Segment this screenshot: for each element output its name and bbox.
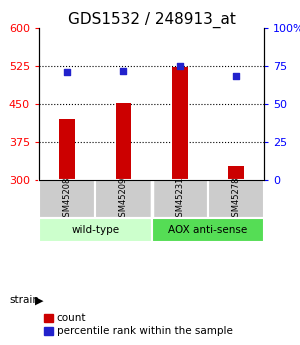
Bar — [59, 119, 75, 180]
Text: GSM45209: GSM45209 — [119, 176, 128, 222]
Text: GSM45208: GSM45208 — [63, 176, 72, 222]
Bar — [116, 104, 131, 180]
Bar — [228, 166, 244, 180]
Point — [121, 68, 126, 74]
Text: ▶: ▶ — [34, 296, 43, 306]
Text: GSM45278: GSM45278 — [231, 176, 240, 222]
Point — [177, 63, 182, 69]
Bar — [152, 180, 208, 218]
Point — [65, 69, 70, 75]
Text: wild-type: wild-type — [71, 225, 119, 235]
Bar — [39, 180, 95, 218]
Bar — [95, 180, 152, 218]
Bar — [172, 67, 188, 180]
Text: AOX anti-sense: AOX anti-sense — [168, 225, 248, 235]
Title: GDS1532 / 248913_at: GDS1532 / 248913_at — [68, 11, 236, 28]
Bar — [152, 218, 264, 241]
Bar — [39, 218, 152, 241]
Text: strain: strain — [9, 295, 39, 305]
Text: GSM45231: GSM45231 — [175, 176, 184, 222]
Legend: count, percentile rank within the sample: count, percentile rank within the sample — [44, 313, 232, 336]
Bar — [208, 180, 264, 218]
Point — [233, 74, 238, 79]
